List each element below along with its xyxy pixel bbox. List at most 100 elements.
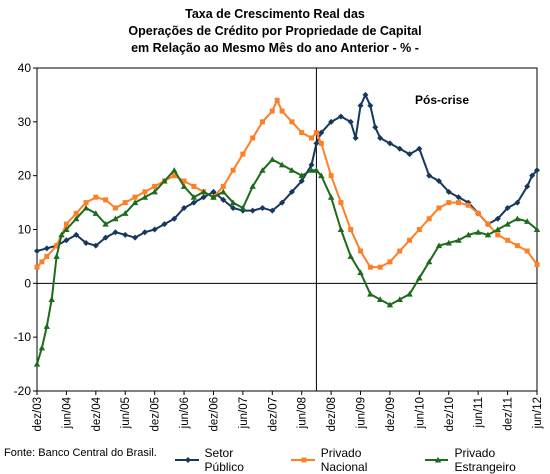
data-point-privado-estrangeiro (455, 237, 462, 243)
data-point-privado-estrangeiro (220, 188, 227, 195)
data-point-setor-publico (220, 196, 227, 203)
data-point-setor-publico (445, 188, 452, 195)
data-point-privado-estrangeiro (190, 194, 198, 200)
data-point-privado-estrangeiro (445, 239, 452, 246)
x-tick-label: dez/11 (503, 397, 515, 431)
series-line-privado-estrangeiro (36, 158, 538, 365)
y-tick-label: 20 (18, 169, 32, 183)
x-tick-label: dez/06 (208, 397, 220, 432)
data-point-privado-nacional (387, 259, 393, 265)
data-point-privado-estrangeiro (386, 301, 394, 308)
data-point-setor-publico (362, 91, 369, 98)
data-point-privado-nacional (152, 183, 158, 189)
series-line-setor-publico (36, 93, 538, 252)
data-point-privado-estrangeiro (239, 204, 247, 211)
x-tick-label: dez/10 (444, 397, 456, 432)
data-point-setor-publico (504, 204, 511, 211)
data-point-privado-estrangeiro (141, 194, 149, 200)
data-point-setor-publico (210, 188, 217, 195)
legend-swatch-setor-publico (175, 457, 199, 463)
data-point-privado-nacional (313, 130, 319, 136)
x-tick-label: dez/09 (385, 397, 397, 432)
data-point-privado-estrangeiro (347, 253, 354, 259)
data-point-privado-nacional (73, 210, 79, 216)
data-point-privado-estrangeiro (435, 242, 443, 249)
data-point-privado-nacional (534, 261, 540, 267)
data-point-setor-publico (328, 118, 335, 125)
data-point-privado-nacional (279, 108, 285, 114)
legend-swatch-privado-estrangeiro (424, 456, 449, 463)
data-point-privado-nacional (367, 264, 373, 270)
data-point-setor-publico (494, 215, 501, 222)
data-point-privado-nacional (309, 135, 315, 141)
data-point-setor-publico (269, 207, 276, 214)
x-tick-label: dez/07 (267, 397, 279, 432)
data-point-setor-publico (34, 248, 40, 255)
data-point-setor-publico (367, 102, 374, 109)
data-point-privado-nacional (446, 200, 452, 206)
data-point-privado-nacional (54, 243, 60, 249)
title-line-2: Operações de Crédito por Propriedade de … (128, 24, 422, 38)
data-point-setor-publico (426, 172, 433, 179)
legend-label-setor-publico: Setor Público (204, 446, 244, 474)
data-point-setor-publico (102, 234, 109, 241)
legend-label-privado-estrangeiro: Privado Estrangeiro (454, 446, 516, 474)
data-point-privado-nacional (407, 237, 413, 243)
series-line-privado-nacional (36, 99, 538, 269)
data-point-privado-nacional (274, 97, 280, 103)
data-point-privado-estrangeiro (298, 172, 305, 179)
data-point-privado-nacional (416, 227, 422, 232)
data-point-privado-nacional (465, 202, 471, 208)
data-point-setor-publico (308, 161, 315, 168)
data-point-privado-estrangeiro (278, 161, 286, 168)
data-point-setor-publico (132, 234, 139, 241)
x-tick-label: dez/03 (32, 397, 44, 432)
x-tick-label: jun/07 (238, 397, 250, 429)
data-point-privado-estrangeiro (357, 269, 364, 276)
legend-swatch-privado-nacional (291, 457, 315, 463)
legend-item-privado-estrangeiro: Privado Estrangeiro (424, 446, 550, 474)
x-tick-label: dez/05 (150, 397, 162, 432)
data-point-privado-estrangeiro (63, 226, 70, 232)
title-line-3: em Relação ao Mesmo Mês do ano Anterior … (131, 41, 419, 55)
data-point-privado-estrangeiro (494, 226, 501, 232)
data-point-setor-publico (298, 178, 305, 185)
data-point-setor-publico (43, 245, 50, 252)
data-point-setor-publico (337, 113, 344, 120)
data-point-setor-publico (534, 167, 540, 174)
legend: Setor Público Privado Nacional Privado E… (175, 446, 550, 474)
data-point-privado-estrangeiro (288, 167, 296, 173)
data-point-privado-nacional (44, 253, 50, 259)
data-point-privado-nacional (269, 108, 275, 114)
data-point-privado-nacional (63, 221, 69, 227)
data-point-setor-publico (151, 226, 158, 233)
y-tick-label: 40 (18, 61, 32, 75)
data-point-privado-estrangeiro (102, 220, 109, 227)
data-point-setor-publico (181, 204, 188, 211)
data-point-setor-publico (406, 151, 413, 158)
data-point-setor-publico (396, 145, 403, 152)
data-point-privado-nacional (122, 200, 128, 206)
data-point-privado-nacional (318, 140, 324, 146)
data-point-privado-estrangeiro (376, 296, 384, 302)
data-point-privado-estrangeiro (122, 210, 129, 216)
legend-marker-privado-nacional (301, 457, 307, 463)
data-point-privado-estrangeiro (416, 274, 423, 281)
data-point-privado-nacional (112, 205, 118, 211)
data-point-privado-nacional (328, 173, 334, 179)
data-point-privado-nacional (171, 173, 177, 179)
data-point-privado-estrangeiro (200, 188, 207, 195)
data-point-setor-publico (514, 199, 521, 206)
data-point-privado-estrangeiro (151, 188, 158, 195)
data-point-setor-publico (372, 124, 379, 131)
x-tick-label: jun/04 (61, 396, 73, 429)
data-point-privado-estrangeiro (82, 204, 90, 211)
data-point-privado-nacional (505, 237, 511, 243)
data-point-privado-estrangeiro (327, 194, 335, 200)
data-point-setor-publico (524, 183, 531, 190)
data-point-privado-nacional (181, 178, 187, 184)
x-tick-label: dez/08 (326, 397, 338, 432)
y-tick-label: 0 (24, 276, 31, 290)
data-point-privado-nacional (132, 194, 138, 200)
data-point-privado-nacional (348, 227, 354, 232)
